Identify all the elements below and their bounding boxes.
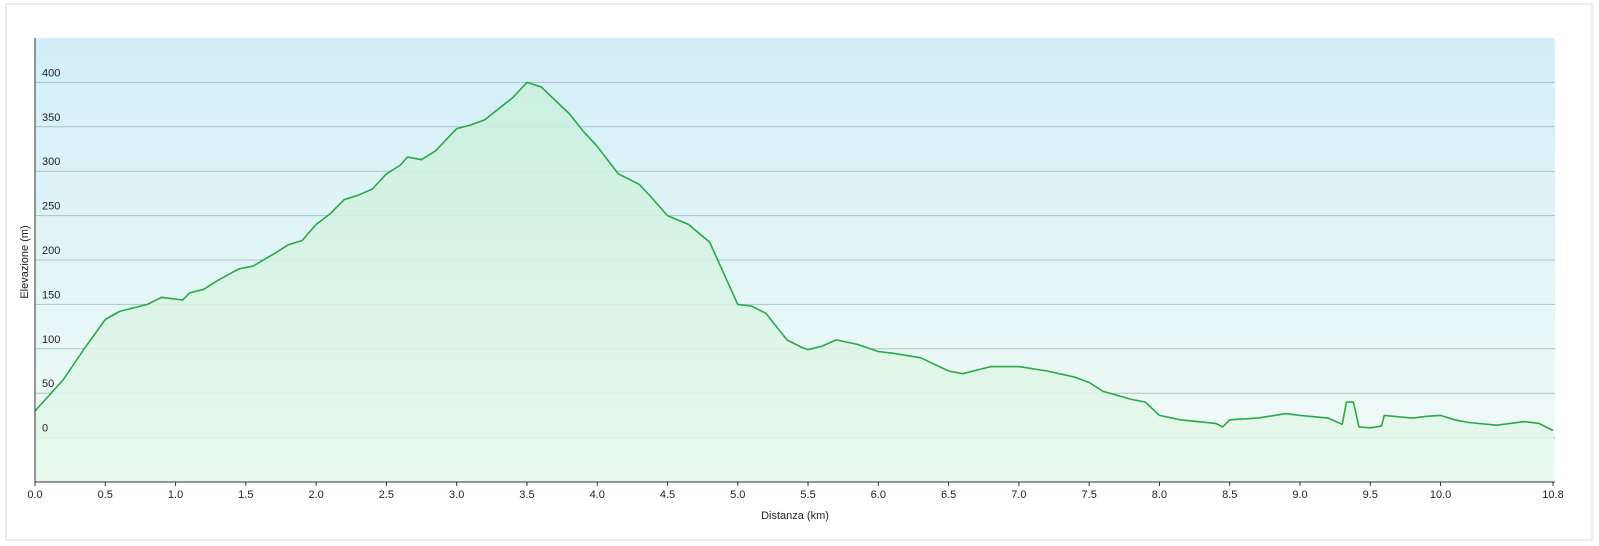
x-tick-label: 7.5 <box>1082 489 1097 501</box>
x-tick-label: 9.5 <box>1363 489 1378 501</box>
area-fill <box>35 82 1553 483</box>
x-axis-label: Distanza (km) <box>761 510 829 522</box>
x-tick-label: 2.0 <box>308 489 323 501</box>
y-tick-label: 200 <box>42 245 60 257</box>
x-tick-label: 7.0 <box>1011 489 1026 501</box>
x-tick-label: 4.5 <box>660 489 675 501</box>
x-tick-label: 6.0 <box>871 489 886 501</box>
x-tick-label: 1.5 <box>238 489 253 501</box>
x-tick-label: 1.0 <box>168 489 183 501</box>
y-tick-label: 400 <box>42 67 60 79</box>
y-tick-label: 100 <box>42 334 60 346</box>
y-tick-label: 350 <box>42 112 60 124</box>
x-tick-label: 9.0 <box>1292 489 1307 501</box>
x-tick-label: 2.5 <box>379 489 394 501</box>
x-tick-label: 0.5 <box>98 489 113 501</box>
y-tick-label: 150 <box>42 289 60 301</box>
x-tick-label: 5.5 <box>800 489 815 501</box>
elevation-line <box>34 81 1554 432</box>
x-tick-label: 6.5 <box>941 489 956 501</box>
y-tick-label: 300 <box>42 156 60 168</box>
x-tick-label: 10.8 <box>1542 489 1563 501</box>
x-tick-label: 5.0 <box>730 489 745 501</box>
y-tick-label: 0 <box>42 423 48 435</box>
y-axis-label: Elevazione (m) <box>19 225 31 298</box>
x-tick-label: 8.5 <box>1222 489 1237 501</box>
x-tick-label: 4.0 <box>590 489 605 501</box>
y-tick-label: 50 <box>42 378 54 390</box>
x-tick-label: 8.0 <box>1152 489 1167 501</box>
x-tick-label: 3.0 <box>449 489 464 501</box>
x-tick-label: 0.0 <box>27 489 42 501</box>
x-tick-label: 3.5 <box>519 489 534 501</box>
y-tick-label: 250 <box>42 201 60 213</box>
x-tick-label: 10.0 <box>1430 489 1451 501</box>
